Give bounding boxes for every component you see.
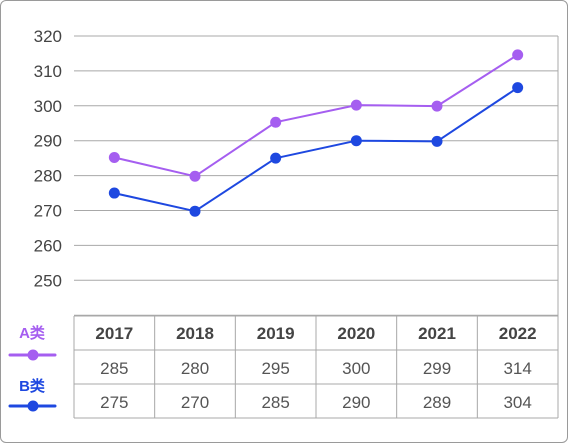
table-cell: 300 bbox=[342, 359, 370, 378]
series-line-a bbox=[114, 53, 519, 178]
y-tick-label: 320 bbox=[34, 27, 62, 46]
legend: A类 B类 bbox=[8, 324, 57, 412]
series-points bbox=[108, 49, 524, 217]
data-point bbox=[270, 116, 282, 128]
data-point bbox=[189, 170, 201, 182]
data-point bbox=[431, 135, 443, 147]
data-point bbox=[108, 187, 120, 199]
gridlines bbox=[74, 35, 559, 316]
data-point bbox=[350, 135, 362, 147]
table-header-year: 2022 bbox=[499, 324, 537, 343]
legend-swatch-point bbox=[27, 349, 39, 361]
table-cell: 280 bbox=[181, 359, 209, 378]
table-header-year: 2020 bbox=[337, 324, 375, 343]
legend-label: A类 bbox=[19, 324, 46, 342]
data-point bbox=[189, 205, 201, 217]
table-cell: 304 bbox=[503, 393, 531, 412]
table-cell: 314 bbox=[503, 359, 531, 378]
table-cell: 270 bbox=[181, 393, 209, 412]
y-tick-label: 280 bbox=[34, 167, 62, 186]
y-tick-label: 250 bbox=[34, 271, 62, 290]
table-header-year: 2018 bbox=[176, 324, 214, 343]
data-point bbox=[270, 152, 282, 164]
table-header-year: 2019 bbox=[257, 324, 295, 343]
data-point bbox=[512, 49, 524, 61]
table-cell: 285 bbox=[100, 359, 128, 378]
y-tick-label: 310 bbox=[34, 62, 62, 81]
legend-label: B类 bbox=[19, 377, 46, 395]
table-cell: 289 bbox=[423, 393, 451, 412]
y-axis-ticks: 320 310 300 290 280 270 260 250 bbox=[34, 27, 62, 290]
table-header-year: 2017 bbox=[95, 324, 133, 343]
y-tick-label: 290 bbox=[34, 132, 62, 151]
y-tick-label: 300 bbox=[34, 97, 62, 116]
table-cell: 299 bbox=[423, 359, 451, 378]
data-point bbox=[108, 151, 120, 163]
series-line-b bbox=[114, 86, 519, 213]
series-lines bbox=[114, 53, 519, 213]
table-cell: 295 bbox=[261, 359, 289, 378]
y-tick-label: 270 bbox=[34, 202, 62, 221]
y-tick-label: 260 bbox=[34, 236, 62, 255]
data-point bbox=[350, 99, 362, 111]
data-table: 2017 2018 2019 2020 2021 2022 285 280 295 300 299 3… bbox=[73, 315, 559, 419]
legend-swatch-point bbox=[27, 400, 39, 412]
table-cell: 290 bbox=[342, 393, 370, 412]
data-point bbox=[431, 100, 443, 112]
table-cell: 285 bbox=[261, 393, 289, 412]
table-header-year: 2021 bbox=[418, 324, 456, 343]
data-point bbox=[512, 82, 524, 94]
table-cell: 275 bbox=[100, 393, 128, 412]
